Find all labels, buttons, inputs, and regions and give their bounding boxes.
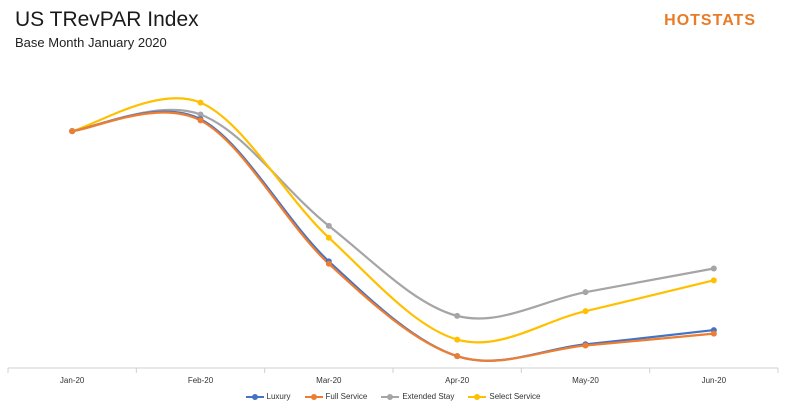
data-point-extended-stay <box>325 222 332 229</box>
data-point-select-service <box>582 308 589 315</box>
legend-swatch <box>245 393 264 400</box>
data-point-select-service <box>454 336 461 343</box>
legend-item-select-service: Select Service <box>468 392 541 401</box>
legend-label: Select Service <box>489 392 541 401</box>
legend-item-extended-stay: Extended Stay <box>381 392 454 401</box>
legend-label: Full Service <box>325 392 368 401</box>
legend-swatch <box>304 393 323 400</box>
data-point-full-service <box>454 353 461 360</box>
data-point-select-service <box>710 277 717 284</box>
series-points <box>69 99 717 360</box>
x-tick-labels: Jan-20 Feb-20 Mar-20 Apr-20 May-20 Jun-20 <box>60 376 727 385</box>
chart-subtitle: Base Month January 2020 <box>15 35 167 50</box>
legend-swatch <box>381 393 400 400</box>
x-tick-label: Jun-20 <box>702 376 727 385</box>
x-axis <box>7 367 779 373</box>
legend-item-luxury: Luxury <box>245 392 291 401</box>
x-tick-label: Jan-20 <box>60 376 85 385</box>
data-point-full-service <box>582 342 589 349</box>
data-point-select-service <box>325 234 332 241</box>
chart-title: US TRevPAR Index <box>15 8 199 31</box>
x-tick-label: Feb-20 <box>188 376 214 385</box>
x-tick-label: Mar-20 <box>316 376 342 385</box>
x-tick-label: May-20 <box>572 376 599 385</box>
data-point-full-service <box>325 260 332 267</box>
data-point-extended-stay <box>710 265 717 272</box>
chart-legend: Luxury Full Service Extended Stay Select Se… <box>0 392 786 401</box>
data-point-extended-stay <box>582 289 589 296</box>
data-point-extended-stay <box>197 111 204 118</box>
series-line-full-service <box>71 111 715 362</box>
data-point-full-service <box>710 330 717 337</box>
data-point-extended-stay <box>454 312 461 319</box>
series-line-select-service <box>71 97 715 344</box>
legend-swatch <box>468 393 487 400</box>
data-point-full-service <box>69 128 76 135</box>
x-tick-label: Apr-20 <box>445 376 470 385</box>
series-line-luxury <box>71 110 715 362</box>
legend-item-full-service: Full Service <box>304 392 368 401</box>
data-point-select-service <box>197 99 204 106</box>
series-lines <box>71 97 715 362</box>
data-point-full-service <box>197 117 204 124</box>
hotstats-logo: HOTSTATS <box>664 12 756 29</box>
series-line-extended-stay <box>71 108 715 320</box>
legend-label: Extended Stay <box>402 392 455 401</box>
legend-label: Luxury <box>266 392 291 401</box>
